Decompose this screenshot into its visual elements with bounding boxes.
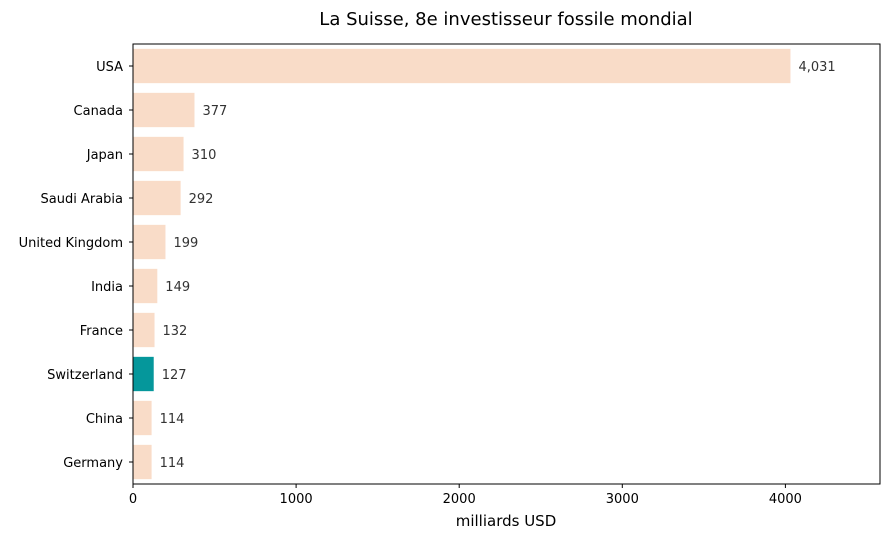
x-tick-label-4000: 4000 (769, 492, 802, 507)
y-axis: USA Canada Japan Saudi Arabia United Kingdom… (19, 60, 133, 471)
bar-japan (133, 136, 184, 172)
y-tick-label-japan: Japan (86, 148, 123, 163)
x-tick-label-0: 0 (129, 492, 137, 507)
plot-frame (132, 43, 881, 485)
value-label-usa: 4,031 (798, 60, 835, 75)
bar-china (133, 400, 152, 436)
y-tick-label-france: France (80, 324, 123, 339)
value-label-china: 114 (160, 412, 185, 427)
bar-switzerland (133, 356, 154, 392)
x-axis-label: milliards USD (456, 512, 557, 530)
y-tick-label-india: India (91, 280, 123, 295)
bar-usa (133, 48, 791, 84)
x-axis: 0 1000 2000 3000 4000 (129, 484, 802, 507)
y-tick-label-switzerland: Switzerland (47, 368, 123, 383)
chart-title: La Suisse, 8e investisseur fossile mondi… (319, 9, 692, 30)
bar-india (133, 268, 158, 304)
y-tick-label-germany: Germany (63, 456, 123, 471)
y-tick-label-china: China (86, 412, 123, 427)
bar-france (133, 312, 155, 348)
value-label-germany: 114 (160, 456, 185, 471)
bar-united-kingdom (133, 224, 166, 260)
bar-canada (133, 92, 195, 128)
value-label-canada: 377 (202, 104, 227, 119)
value-label-japan: 310 (192, 148, 217, 163)
value-label-india: 149 (165, 280, 190, 295)
x-tick-label-3000: 3000 (606, 492, 639, 507)
value-label-france: 132 (163, 324, 188, 339)
bars-group: 4,031 377 310 292 199 149 132 127 114 114 (133, 48, 836, 480)
x-tick-label-1000: 1000 (280, 492, 313, 507)
x-tick-label-2000: 2000 (443, 492, 476, 507)
value-label-united-kingdom: 199 (173, 236, 198, 251)
y-tick-label-canada: Canada (74, 104, 123, 119)
value-label-switzerland: 127 (162, 368, 187, 383)
y-tick-label-united-kingdom: United Kingdom (19, 236, 123, 251)
bar-saudi-arabia (133, 180, 181, 216)
y-tick-label-usa: USA (96, 60, 123, 75)
value-label-saudi-arabia: 292 (189, 192, 214, 207)
bar-germany (133, 444, 152, 480)
y-tick-label-saudi-arabia: Saudi Arabia (41, 192, 124, 207)
